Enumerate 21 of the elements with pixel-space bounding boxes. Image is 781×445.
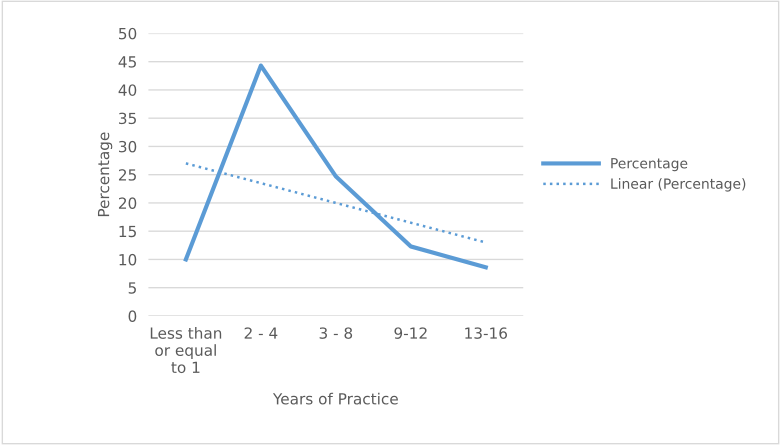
y-tick-label: 40 xyxy=(118,84,136,96)
x-axis-title: Years of Practice xyxy=(272,392,398,405)
y-tick-label: 20 xyxy=(118,197,136,209)
y-tick-label: 35 xyxy=(119,112,136,124)
x-tick-label: 2 - 4 xyxy=(244,327,278,339)
x-tick-label: 3 - 8 xyxy=(320,327,352,339)
y-tick-label: 5 xyxy=(128,282,136,294)
x-tick-label: Less than or equal to 1 xyxy=(150,327,222,374)
x-tick-label: 13-16 xyxy=(465,327,508,339)
x-tick-label: 9-12 xyxy=(394,327,427,339)
legend-label: Linear (Percentage) xyxy=(611,178,746,192)
line-series xyxy=(184,64,488,270)
y-tick-label: 50 xyxy=(119,28,136,40)
legend-label: Percentage xyxy=(611,158,688,172)
y-tick-label: 30 xyxy=(119,140,136,152)
y-tick-label: 25 xyxy=(118,169,136,181)
y-tick-label: 10 xyxy=(120,254,136,266)
y-tick-label: 45 xyxy=(118,56,136,68)
y-tick-label: 0 xyxy=(128,310,136,322)
y-axis-title: Percentage xyxy=(98,132,112,216)
y-tick-label: 15 xyxy=(120,226,136,238)
